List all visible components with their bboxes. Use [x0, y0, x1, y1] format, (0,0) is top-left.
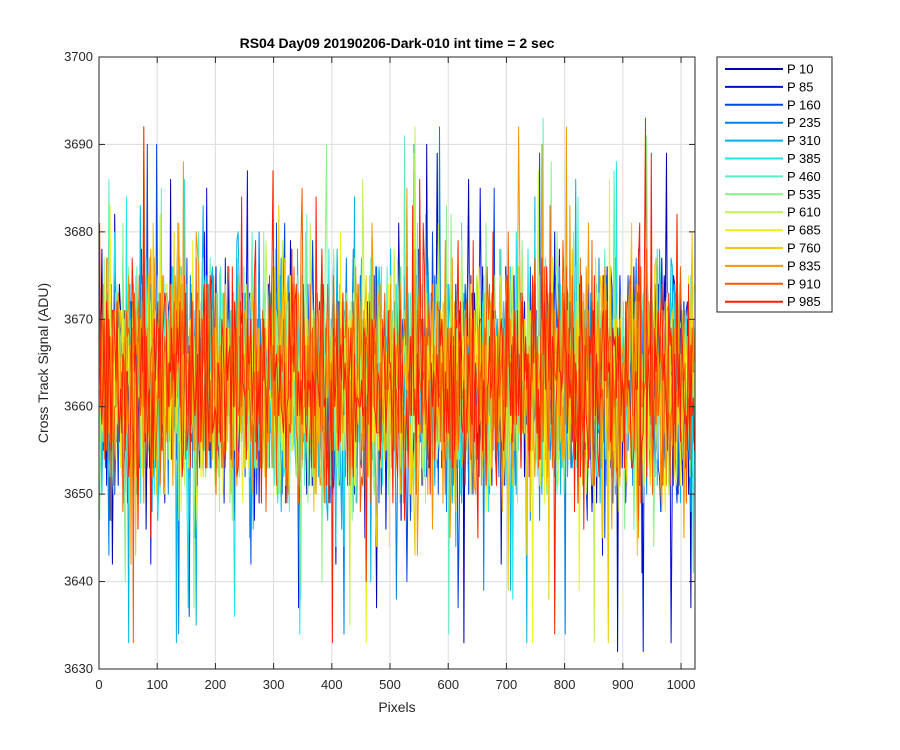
x-tick-label: 400 [321, 677, 343, 692]
plot-frame [98, 56, 696, 670]
series-line-p-910 [99, 187, 695, 644]
x-tick-label: 700 [496, 677, 518, 692]
legend-entry-label: P 235 [787, 115, 821, 130]
legend-entry-label: P 460 [787, 169, 821, 184]
legend-entry-label: P 385 [787, 151, 821, 166]
x-tick-label: 500 [379, 677, 401, 692]
legend-entry-label: P 85 [787, 79, 814, 94]
x-tick-label: 300 [263, 677, 285, 692]
legend-entry-label: P 835 [787, 258, 821, 273]
y-tick-label: 3700 [64, 49, 93, 64]
x-axis-label: Pixels [378, 699, 415, 715]
x-tick-label: 900 [612, 677, 634, 692]
x-tick-label: 800 [554, 677, 576, 692]
legend-entry-label: P 310 [787, 133, 821, 148]
legend-entry-label: P 985 [787, 294, 821, 309]
x-tick-label: 1000 [667, 677, 696, 692]
y-tick-label: 3650 [64, 486, 93, 501]
y-tick-label: 3630 [64, 661, 93, 676]
legend-entry-label: P 10 [787, 62, 814, 77]
y-tick-label: 3680 [64, 224, 93, 239]
series-line-p-985 [99, 117, 695, 644]
y-axis-label: Cross Track Signal (ADU) [35, 283, 51, 443]
y-tick-label: 3660 [64, 399, 93, 414]
x-tick-label: 200 [205, 677, 227, 692]
x-tick-label: 600 [437, 677, 459, 692]
chart-title: RS04 Day09 20190206-Dark-010 int time = … [240, 35, 555, 51]
legend-entry-label: P 160 [787, 97, 821, 112]
legend-entry-label: P 535 [787, 187, 821, 202]
legend: P 10 P 85 P 160 P 235 P 310 P 385 P 460 P 535 P … [716, 56, 833, 313]
y-tick-label: 3670 [64, 311, 93, 326]
x-tick-label: 0 [95, 677, 102, 692]
legend-entry-label: P 685 [787, 223, 821, 238]
axis-ticks: 0 100 200 300 400 500 600 700 800 900 1000 3630 3640… [64, 49, 695, 692]
y-tick-label: 3690 [64, 136, 93, 151]
x-tick-label: 100 [146, 677, 168, 692]
legend-entry-label: P 760 [787, 241, 821, 256]
series-lines [99, 117, 695, 652]
legend-box [716, 56, 833, 313]
y-tick-label: 3640 [64, 574, 93, 589]
legend-entry-label: P 610 [787, 205, 821, 220]
legend-entry-label: P 910 [787, 276, 821, 291]
